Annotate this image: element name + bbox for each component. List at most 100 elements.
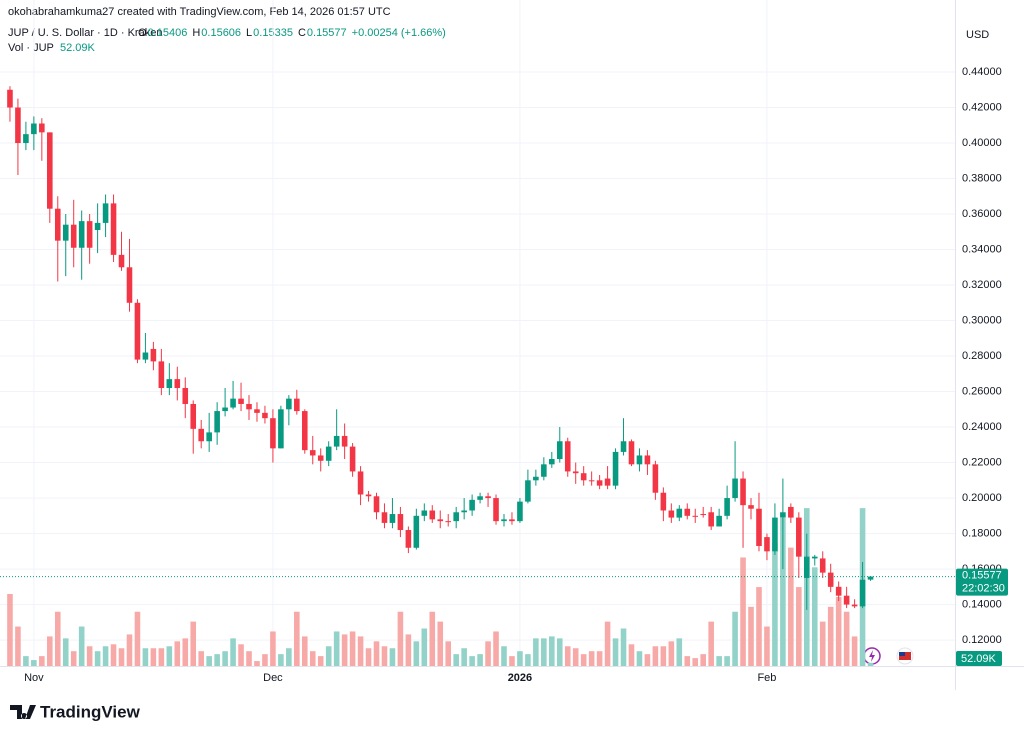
candle-body	[700, 514, 706, 516]
volume-bar	[469, 656, 475, 666]
volume-bar	[652, 646, 659, 666]
candle-body	[39, 123, 45, 133]
candle-body	[158, 361, 165, 389]
volume-bar	[644, 654, 651, 666]
volume-bar	[206, 656, 212, 666]
candle-body	[628, 441, 635, 465]
volume-bar	[764, 626, 770, 666]
candle-body	[222, 407, 228, 412]
icons	[863, 647, 914, 665]
candle-body	[748, 505, 754, 509]
volume-bar	[150, 648, 157, 666]
candle-body	[796, 517, 802, 557]
change: +0.00254 (+1.66%)	[352, 27, 446, 39]
price-tag-value: 0.15577	[962, 569, 1002, 581]
volume-bar	[437, 621, 444, 666]
volume-bar	[158, 648, 165, 666]
volume-bar	[389, 648, 396, 666]
candle-body	[668, 510, 675, 518]
volume-bar	[612, 638, 619, 666]
volume-bar	[23, 656, 29, 666]
volume-bar	[572, 648, 579, 666]
volume-bar	[15, 626, 21, 666]
volume-bar	[724, 656, 730, 666]
candle-body	[78, 221, 85, 248]
volume-bar	[461, 648, 467, 666]
volume-bar	[748, 606, 754, 666]
candle-body	[238, 398, 244, 404]
candle-body	[644, 455, 651, 465]
candle-body	[867, 576, 874, 580]
volume-bar	[588, 651, 595, 666]
candle-body	[604, 478, 611, 486]
volume-bar	[867, 662, 874, 666]
candle-body	[533, 476, 539, 481]
candle-body	[692, 515, 699, 517]
volume-bar	[421, 628, 428, 666]
candle-body	[309, 450, 316, 456]
candle-body	[517, 501, 523, 522]
logo-icon	[10, 705, 36, 719]
volume-bar	[62, 638, 69, 666]
candle-body	[341, 435, 348, 447]
y-tick-label: 0.42000	[962, 101, 1002, 113]
volume-bar	[533, 638, 539, 666]
volume-bar	[740, 557, 746, 666]
y-tick-label: 0.26000	[962, 385, 1002, 397]
volume-bar	[780, 518, 786, 666]
candle-body	[556, 441, 563, 460]
volume-bar	[294, 611, 300, 666]
volume-bar	[851, 636, 858, 666]
volume-bar	[278, 654, 284, 666]
candle-body	[477, 496, 483, 500]
volume-bar	[94, 651, 101, 666]
countdown: 22:02:30	[962, 582, 1005, 594]
y-tick-label: 0.44000	[962, 66, 1002, 78]
candle-body	[525, 480, 531, 502]
candle-body	[94, 222, 101, 231]
y-tick-label: 0.24000	[962, 421, 1002, 433]
candle-body	[684, 508, 691, 516]
volume-bar	[596, 651, 603, 666]
candle-body	[612, 451, 619, 486]
volume-bar	[301, 636, 308, 666]
volume-bar	[564, 646, 571, 666]
volume-bar	[788, 547, 794, 666]
volume-bar	[134, 611, 141, 666]
volume-bar	[381, 646, 388, 666]
volume-bar	[166, 646, 173, 666]
candle-body	[54, 208, 61, 241]
ohlc-value: 0.15406	[148, 27, 188, 39]
candle-body	[756, 508, 762, 546]
volume-bar	[413, 641, 420, 666]
volume-bar	[397, 611, 404, 666]
candle-body	[724, 498, 730, 516]
volume-bar	[270, 631, 276, 666]
volume-bar	[110, 644, 117, 666]
volume-bar	[501, 646, 507, 666]
candle-body	[47, 132, 53, 209]
candle-body	[357, 471, 364, 495]
candle-body	[166, 379, 173, 389]
candle-body	[772, 517, 778, 552]
symbol: JUP / U. S. Dollar · 1D · Kraken	[8, 27, 162, 39]
candle-body	[437, 519, 444, 522]
volume-bar	[756, 587, 762, 666]
y-tick-label: 0.40000	[962, 137, 1002, 149]
candle-body	[373, 496, 380, 513]
candle-body	[716, 515, 722, 527]
ohlc-letter: L	[246, 27, 252, 39]
y-tick-label: 0.14000	[962, 598, 1002, 610]
volume-bar	[636, 651, 643, 666]
volume-bar	[333, 631, 340, 666]
candle-body	[469, 499, 475, 511]
volume-bar	[827, 606, 834, 666]
ohlc-letter: H	[192, 27, 200, 39]
volume-bar	[254, 661, 260, 666]
volume-bar	[477, 654, 483, 666]
candle-body	[317, 455, 324, 461]
volume-bar	[118, 648, 125, 666]
volume-bar	[628, 644, 635, 666]
candle-body	[708, 512, 714, 527]
